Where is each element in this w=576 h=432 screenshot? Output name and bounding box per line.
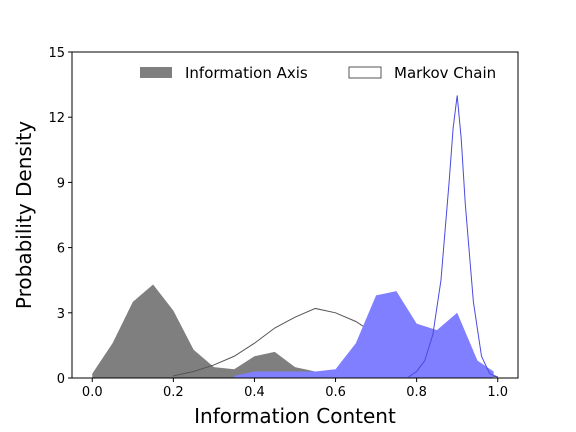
- y-tick-label: 0: [57, 372, 65, 387]
- legend: Information Axis Markov Chain: [140, 64, 496, 82]
- x-tick-label: 0.4: [244, 385, 265, 400]
- y-tick-label: 15: [48, 46, 65, 61]
- axis-ticks: 0.0 0.2 0.4 0.6 0.8 1.0 0 3 6 9 12 15: [48, 46, 508, 400]
- series-information-axis-blue: [234, 291, 494, 378]
- y-tick-label: 9: [57, 176, 65, 191]
- series-markov-chain-blue-outline: [408, 95, 498, 378]
- plot-area: [92, 95, 498, 378]
- axes-frame: [71, 51, 519, 379]
- x-tick-label: 0.0: [82, 385, 103, 400]
- legend-swatch-markov-chain: [348, 66, 382, 79]
- y-tick-label: 3: [57, 307, 65, 322]
- legend-label-markov-chain: Markov Chain: [394, 64, 496, 82]
- x-tick-label: 1.0: [487, 385, 508, 400]
- x-tick-label: 0.2: [163, 385, 184, 400]
- legend-label-information-axis: Information Axis: [185, 64, 308, 82]
- x-tick-label: 0.8: [406, 385, 427, 400]
- x-tick-label: 0.6: [325, 385, 346, 400]
- y-axis-label: Probability Density: [12, 121, 36, 309]
- y-tick-label: 6: [57, 242, 65, 257]
- series-information-axis-gray: [92, 284, 417, 378]
- legend-swatch-information-axis: [140, 67, 172, 78]
- y-tick-label: 12: [48, 111, 65, 126]
- x-axis-label: Information Content: [194, 404, 396, 428]
